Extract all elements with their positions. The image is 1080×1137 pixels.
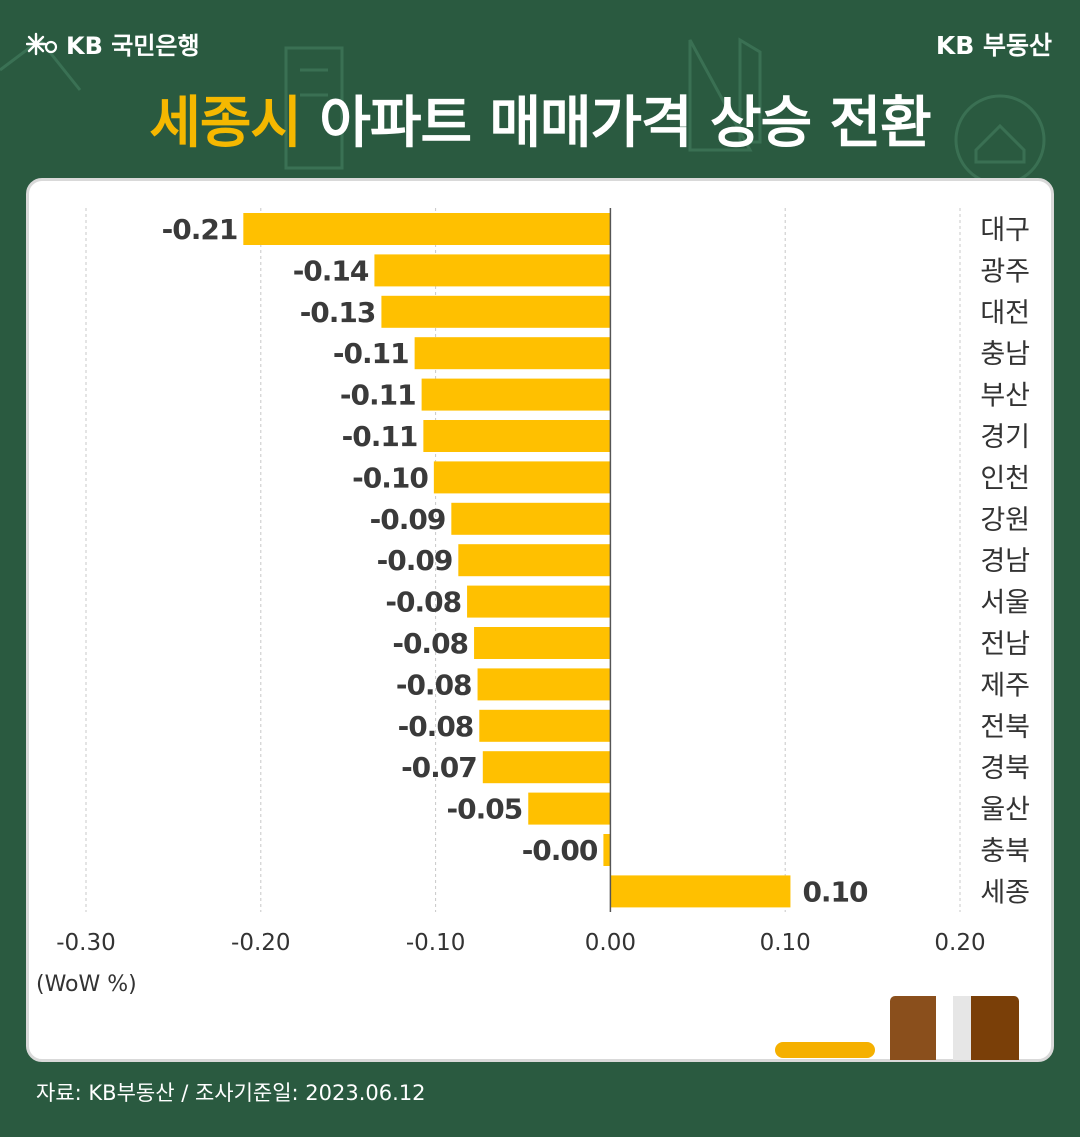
bar <box>423 420 611 452</box>
data-label: -0.13 <box>300 296 376 329</box>
category-label: 세종 <box>980 877 1030 908</box>
star-icon <box>26 32 58 55</box>
data-label: -0.08 <box>396 668 472 701</box>
bar <box>421 378 611 411</box>
category-label: 경남 <box>980 546 1030 577</box>
category-label: 제주 <box>980 670 1030 701</box>
bar <box>528 792 611 825</box>
unit-label: (WoW %) <box>36 972 137 997</box>
x-tick-label: 0.00 <box>585 930 636 956</box>
data-label: -0.08 <box>392 627 468 660</box>
bar <box>243 213 611 245</box>
bar <box>374 254 611 287</box>
kb-realestate-brand: KB 부동산 <box>935 31 1052 60</box>
x-tick-label: 0.10 <box>760 930 811 956</box>
data-label: -0.21 <box>162 213 238 246</box>
deco-block <box>890 996 936 1060</box>
bar <box>458 544 611 577</box>
data-label: -0.09 <box>370 503 446 536</box>
data-label: -0.11 <box>340 379 416 412</box>
category-label: 충북 <box>980 836 1030 867</box>
data-label: -0.11 <box>342 420 418 453</box>
bar-chart: -0.21 대구 -0.14 광주 -0.13 대전 -0.11 충남 -0.11 부산 -0.11… <box>56 208 1030 956</box>
data-label: 0.10 <box>802 875 868 908</box>
bar <box>414 337 611 370</box>
category-label: 대구 <box>980 215 1030 246</box>
bar <box>451 502 611 535</box>
bar <box>482 751 611 784</box>
category-label: 충남 <box>980 339 1030 370</box>
bar <box>477 668 611 701</box>
category-label: 경기 <box>980 422 1030 453</box>
deco-block <box>953 996 971 1060</box>
data-label: -0.08 <box>398 710 474 743</box>
data-label: -0.11 <box>333 337 409 370</box>
bar <box>433 461 611 494</box>
bar <box>381 295 611 328</box>
data-label: -0.07 <box>401 751 477 784</box>
category-label: 울산 <box>980 795 1030 826</box>
x-tick-label: -0.10 <box>406 930 466 956</box>
bar <box>467 585 611 618</box>
data-label: -0.10 <box>352 461 428 494</box>
category-label: 경북 <box>980 753 1030 784</box>
x-tick-label: -0.20 <box>231 930 291 956</box>
bar <box>479 709 611 742</box>
data-label: -0.14 <box>293 254 369 287</box>
source-footer: 자료: KB부동산 / 조사기준일: 2023.06.12 <box>36 1081 426 1105</box>
category-label: 인천 <box>980 463 1030 494</box>
category-label: 강원 <box>980 505 1030 536</box>
category-label: 서울 <box>980 588 1030 619</box>
data-label: -0.09 <box>377 544 453 577</box>
bank-name: KB 국민은행 <box>66 32 200 60</box>
category-label: 전북 <box>980 712 1030 743</box>
bar <box>603 834 611 866</box>
category-label: 광주 <box>980 256 1030 287</box>
category-label: 대전 <box>980 298 1030 329</box>
bar <box>474 627 611 659</box>
title-highlight: 세종시 <box>149 91 302 156</box>
data-label: -0.05 <box>447 793 523 826</box>
page-title: 세종시 아파트 매매가격 상승 전환 <box>0 78 1080 159</box>
title-rest: 아파트 매매가격 상승 전환 <box>300 91 931 156</box>
category-label: 부산 <box>980 381 1030 412</box>
deco-block <box>971 996 1019 1060</box>
kb-bank-logo: KB 국민은행 <box>26 26 200 61</box>
data-label: -0.00 <box>522 834 598 867</box>
x-tick-label: 0.20 <box>934 930 985 956</box>
x-tick-label: -0.30 <box>56 930 116 956</box>
deco-pill <box>775 1042 875 1058</box>
data-label: -0.08 <box>385 586 461 619</box>
category-label: 전남 <box>980 629 1030 660</box>
bar <box>610 875 791 908</box>
